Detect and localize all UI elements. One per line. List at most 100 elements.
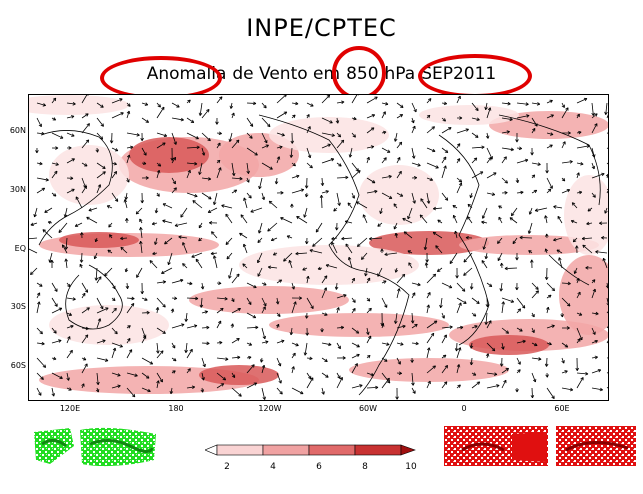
wind-arrow [256,252,263,264]
wind-arrow [96,372,100,385]
wind-arrow [396,157,401,164]
colorbar-label-8: 8 [362,462,368,472]
wind-arrow [366,96,378,104]
wind-arrow [180,207,188,218]
wind-arrow [201,372,205,381]
wind-arrow [381,297,388,308]
wind-arrow [246,192,252,199]
wind-arrow [504,266,518,271]
wind-arrow [186,117,195,124]
wind-arrow [591,339,598,344]
wind-arrow [432,206,443,211]
wind-arrow [216,159,221,164]
anomaly-patch [129,137,209,173]
wind-arrow [516,357,521,365]
wind-arrow [186,281,193,286]
wind-arrow [140,192,145,204]
wind-arrow [498,205,503,209]
wind-arrow [396,357,401,365]
wind-arrow [336,100,345,105]
wind-arrow [560,312,564,318]
wind-arrow [336,162,342,167]
wind-arrow [195,258,203,269]
color-scale-bar [205,444,416,456]
wind-arrow [557,215,563,224]
wind-arrow [366,385,379,390]
wind-arrow [126,132,140,137]
wind-arrow [606,297,608,306]
wind-arrow [51,356,57,361]
wind-arrow [411,102,417,113]
wind-arrow [606,386,608,389]
wind-arrow [576,327,583,341]
wind-arrow [426,162,439,169]
wind-arrow [291,342,299,347]
wind-arrow [291,114,296,119]
wind-arrow [516,158,529,164]
wind-arrow [96,184,102,194]
wind-arrow [171,187,177,194]
wind-arrow [561,357,565,364]
wind-arrow [276,279,283,284]
wind-arrow [242,263,248,269]
wind-arrow [456,325,464,330]
wind-arrow [36,341,45,346]
wind-arrow [516,339,526,344]
wind-arrow [411,282,421,287]
wind-arrow [96,357,109,362]
wind-arrow [403,231,413,239]
wind-arrow [576,312,583,316]
anomaly-patch [199,365,279,385]
wind-arrow [201,192,212,200]
wind-arrow [587,207,593,212]
wind-arrow [456,128,469,134]
wind-arrow [486,172,497,179]
wind-arrow [149,260,158,269]
wind-arrow [96,162,106,169]
wind-arrow [344,220,353,224]
wind-arrow [106,205,113,209]
wind-arrow [61,244,68,254]
wind-arrow [519,235,533,240]
wind-arrow [561,387,574,392]
wind-arrow [591,102,595,116]
wind-arrow [291,101,299,106]
wind-arrow [486,157,492,164]
wind-arrow [407,250,413,254]
wind-arrow [426,192,431,204]
wind-arrow [80,232,84,239]
wind-arrow [156,372,163,383]
wind-arrow [591,369,602,374]
wind-arrow [123,199,128,209]
wind-arrow [455,267,459,279]
wind-arrow [396,273,406,284]
wind-arrow [321,95,331,104]
wind-arrow [509,217,518,224]
wind-arrow [411,176,418,180]
lon-label-120e: 120E [59,404,81,413]
wind-arrow [336,377,343,389]
wind-arrow [261,282,267,286]
wind-arrow [484,102,488,111]
wind-arrow [467,203,473,209]
wind-arrow [381,377,390,389]
wind-arrow [36,387,42,396]
wind-arrow [216,131,222,136]
wind-arrow [546,387,555,399]
wind-arrow [161,267,173,274]
wind-arrow [516,102,529,106]
wind-arrow [456,384,461,389]
wind-arrow [396,141,403,149]
wind-arrow [286,235,293,239]
wind-arrow [456,282,466,292]
colorbar-max-arrow [400,444,416,456]
wind-arrow [381,192,393,199]
wind-arrow [136,267,143,278]
wind-arrow [216,383,225,389]
wind-arrow [501,327,510,334]
wind-arrow [126,145,134,150]
wind-arrow [246,382,258,389]
wind-arrow [169,387,174,395]
wind-arrow [544,248,549,254]
wind-arrow [162,219,173,224]
